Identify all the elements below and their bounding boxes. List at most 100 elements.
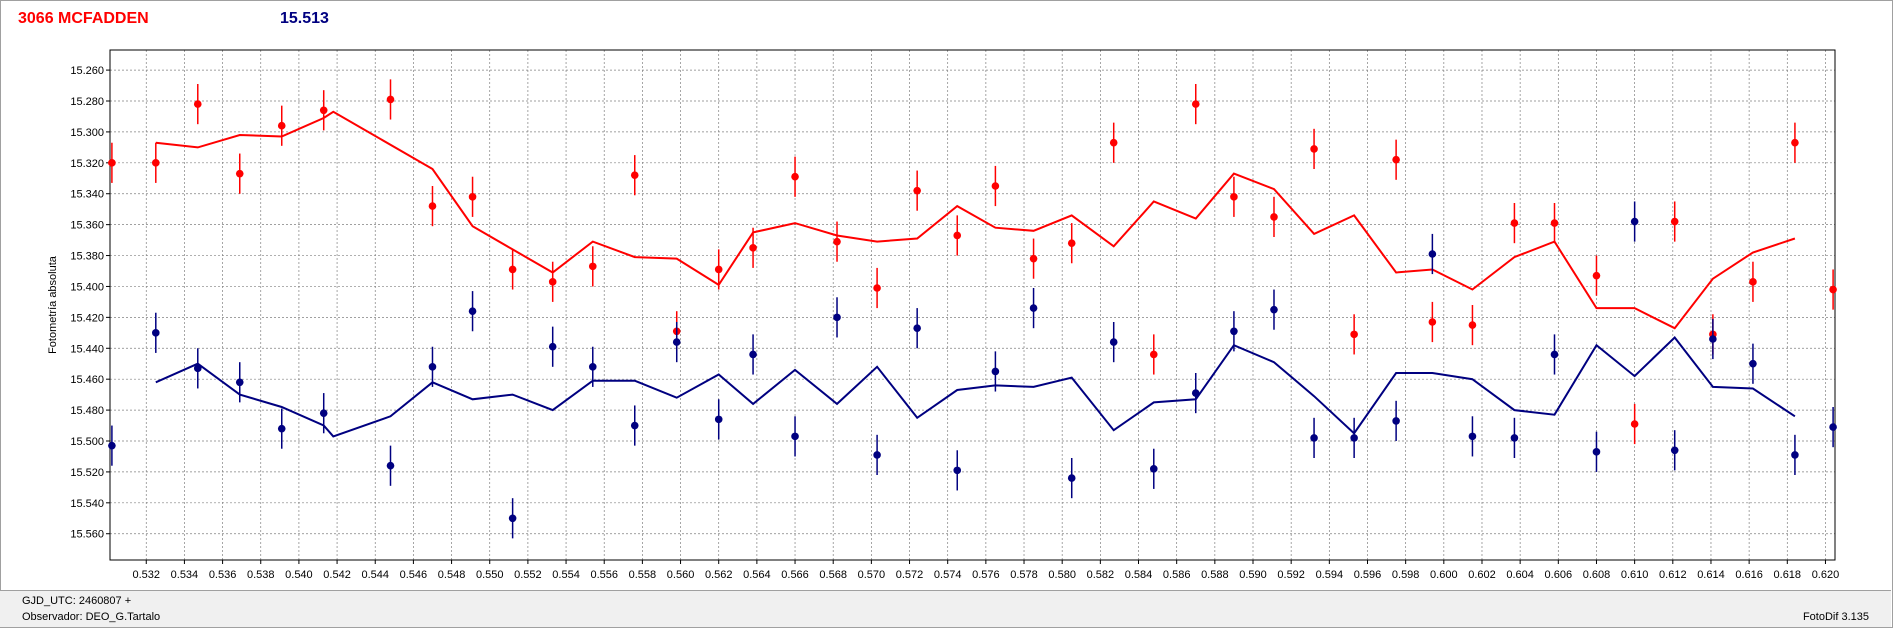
series-0 — [108, 79, 1837, 445]
x-tick-label: 0.570 — [858, 569, 886, 581]
series-line — [155, 336, 1796, 438]
data-point — [873, 451, 881, 459]
y-tick-label: 15.440 — [70, 343, 104, 355]
version-label: FotoDif 3.135 — [1802, 611, 1869, 623]
x-tick-label: 0.598 — [1392, 569, 1420, 581]
data-point — [1350, 434, 1358, 442]
data-point — [1468, 432, 1477, 441]
data-point — [1550, 350, 1559, 359]
data-point — [913, 324, 921, 332]
data-point — [833, 237, 841, 246]
data-point — [1709, 335, 1717, 343]
x-tick-label: 0.578 — [1010, 569, 1038, 581]
y-tick-label: 15.420 — [70, 312, 104, 324]
y-tick-label: 15.500 — [70, 436, 104, 448]
data-point — [1550, 219, 1559, 227]
x-tick-label: 0.566 — [781, 569, 809, 581]
x-tick-label: 0.552 — [514, 569, 542, 581]
x-tick-label: 0.568 — [819, 569, 847, 581]
data-point — [1392, 155, 1400, 164]
light-curve-chart: 0.532 0.534 0.536 0.538 0.540 0.542 0.544 0.546… — [47, 49, 1840, 581]
data-point — [1428, 250, 1437, 258]
x-tick-label: 0.580 — [1048, 569, 1076, 581]
data-point — [791, 172, 799, 181]
status-footer: GJD_UTC: 2460807 + Observador: DEO_G.Tar… — [0, 590, 1891, 627]
y-tick-label: 15.540 — [70, 498, 104, 510]
data-point — [108, 159, 116, 167]
data-point — [1392, 417, 1400, 425]
x-tick-label: 0.610 — [1621, 569, 1649, 581]
gjd-label: GJD_UTC: 2460807 + — [22, 595, 132, 607]
data-point — [1149, 465, 1158, 473]
x-tick-label: 0.608 — [1583, 569, 1611, 581]
data-point — [1829, 285, 1837, 294]
data-point — [277, 424, 286, 433]
data-point — [714, 265, 723, 274]
data-point — [791, 432, 799, 441]
data-point — [277, 121, 286, 130]
data-point — [386, 95, 395, 104]
data-point — [588, 363, 597, 371]
y-tick-label: 15.460 — [70, 374, 104, 386]
data-point — [1310, 434, 1318, 442]
x-tick-label: 0.538 — [247, 569, 275, 581]
data-point — [1791, 451, 1799, 459]
data-point — [1670, 446, 1679, 455]
data-point — [1749, 278, 1757, 286]
x-tick-label: 0.616 — [1735, 569, 1763, 581]
data-point — [1109, 338, 1118, 346]
x-tick-label: 0.590 — [1239, 569, 1267, 581]
data-point — [319, 106, 328, 115]
data-point — [1630, 420, 1639, 428]
x-tick-label: 0.562 — [705, 569, 733, 581]
grid — [110, 50, 1835, 560]
data-point — [235, 169, 244, 178]
x-tick-label: 0.558 — [629, 569, 657, 581]
x-tick-label: 0.600 — [1430, 569, 1458, 581]
data-point — [1149, 350, 1158, 359]
x-tick-label: 0.584 — [1125, 569, 1153, 581]
x-tick-label: 0.612 — [1659, 569, 1687, 581]
data-point — [1510, 219, 1519, 227]
data-point — [1230, 193, 1238, 201]
data-point — [1270, 213, 1278, 221]
x-tick-label: 0.582 — [1087, 569, 1115, 581]
observer-label: Observador: DEO_G.Tartalo — [22, 611, 161, 623]
y-tick-label: 15.480 — [70, 405, 104, 417]
data-point — [508, 514, 517, 523]
y-tick-label: 15.300 — [70, 127, 104, 139]
data-point — [714, 415, 723, 424]
data-point — [1428, 318, 1437, 326]
data-point — [1029, 254, 1038, 263]
data-point — [630, 421, 639, 430]
x-tick-label: 0.586 — [1163, 569, 1191, 581]
data-point — [508, 265, 517, 274]
data-point — [1791, 138, 1799, 147]
data-point — [1191, 389, 1200, 397]
data-point — [672, 338, 681, 346]
x-tick-label: 0.536 — [209, 569, 237, 581]
x-tick-label: 0.596 — [1354, 569, 1382, 581]
x-tick-label: 0.544 — [361, 569, 389, 581]
data-point — [1067, 239, 1076, 247]
data-point — [108, 441, 116, 450]
data-point — [749, 244, 757, 252]
y-tick-label: 15.280 — [70, 96, 104, 108]
y-tick-label: 15.380 — [70, 251, 104, 263]
x-tick-label: 0.556 — [590, 569, 618, 581]
data-point — [1670, 217, 1679, 226]
series — [108, 79, 1837, 539]
x-tick-label: 0.620 — [1812, 569, 1840, 581]
data-point — [1310, 145, 1318, 153]
data-point — [833, 313, 841, 322]
data-point — [953, 231, 962, 240]
x-tick-label: 0.532 — [132, 569, 160, 581]
data-point — [749, 350, 757, 359]
series-line — [155, 110, 1796, 330]
data-point — [1350, 330, 1358, 339]
data-point — [991, 182, 1000, 190]
y-tick-label: 15.340 — [70, 189, 104, 201]
series-1 — [108, 201, 1837, 539]
x-tick-label: 0.546 — [400, 569, 428, 581]
x-tick-label: 0.554 — [552, 569, 580, 581]
